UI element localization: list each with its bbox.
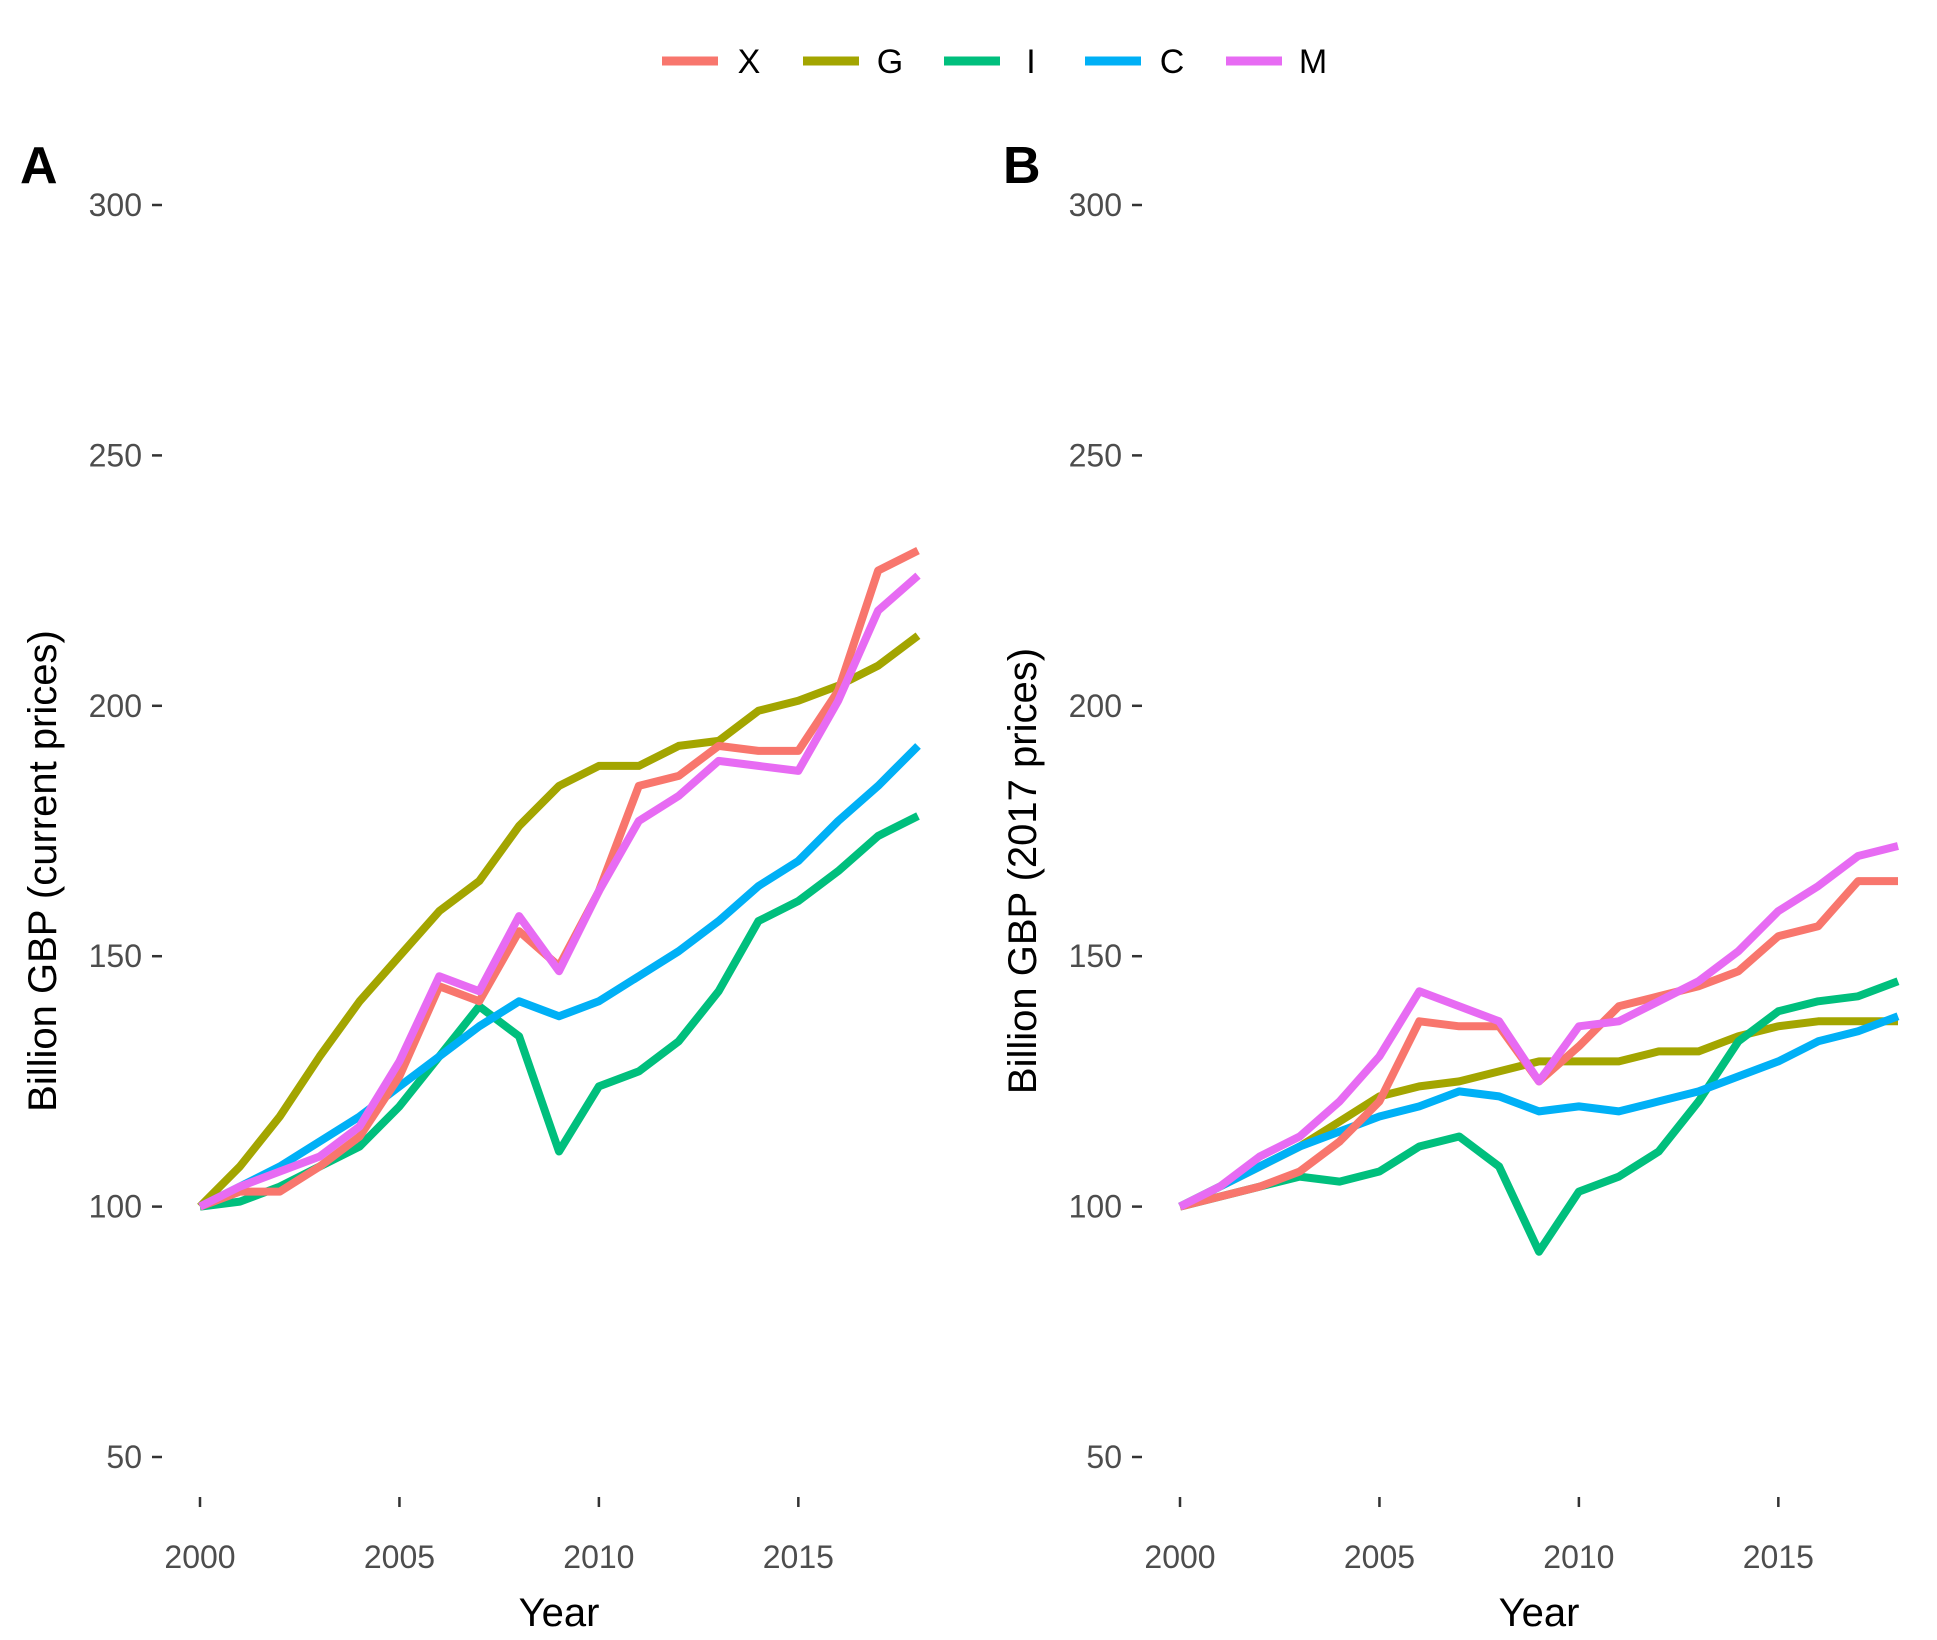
x-tick-label: 2000	[164, 1539, 235, 1575]
series-line-i	[1179, 977, 1900, 1256]
series-line-m	[198, 572, 921, 1211]
y-tick-label: 300	[89, 187, 142, 223]
legend-label-g: G	[877, 43, 903, 81]
panel-label: A	[20, 137, 58, 195]
series-line-x	[1179, 877, 1898, 1211]
y-tick-label: 250	[89, 437, 142, 473]
series-line-x	[198, 547, 920, 1211]
y-axis-title: Billion GBP (current prices)	[21, 630, 65, 1112]
panel-a: A 50 100 150 200 250 300 2000 2005 2010 2015 Year Bi…	[20, 137, 921, 1635]
y-tick-label: 100	[1069, 1189, 1122, 1225]
series-line-c	[1178, 1012, 1900, 1211]
y-tick-label: 150	[1069, 938, 1122, 974]
panel-label: B	[1003, 137, 1041, 195]
x-tick-label: 2015	[763, 1539, 834, 1575]
legend-label-x: X	[738, 43, 761, 81]
legend-label-c: C	[1160, 43, 1185, 81]
x-tick-label: 2005	[1344, 1539, 1415, 1575]
x-axis-title: Year	[1499, 1591, 1580, 1635]
legend-label-i: I	[1026, 43, 1035, 81]
series-line-g	[197, 632, 921, 1210]
y-tick-label: 100	[89, 1189, 142, 1225]
legend-label-m: M	[1299, 43, 1327, 81]
x-tick-label: 2005	[364, 1539, 435, 1575]
x-axis-title: Year	[519, 1591, 600, 1635]
y-tick-label: 50	[106, 1439, 142, 1475]
y-tick-label: 150	[89, 938, 142, 974]
x-tick-label: 2000	[1144, 1539, 1215, 1575]
x-tick-label: 2010	[563, 1539, 634, 1575]
y-tick-label: 300	[1069, 187, 1122, 223]
y-axis-title: Billion GBP (2017 prices)	[1001, 648, 1045, 1094]
series-line-m	[1178, 842, 1899, 1211]
x-tick-label: 2010	[1543, 1539, 1614, 1575]
y-tick-label: 250	[1069, 437, 1122, 473]
series-line-c	[198, 743, 921, 1211]
x-tick-label: 2015	[1743, 1539, 1814, 1575]
y-tick-label: 50	[1086, 1439, 1122, 1475]
y-tick-label: 200	[1069, 688, 1122, 724]
panel-b: B 50 100 150 200 250 300 2000 2005 2010 2015 Year Bi…	[1001, 137, 1900, 1635]
y-tick-label: 200	[89, 688, 142, 724]
